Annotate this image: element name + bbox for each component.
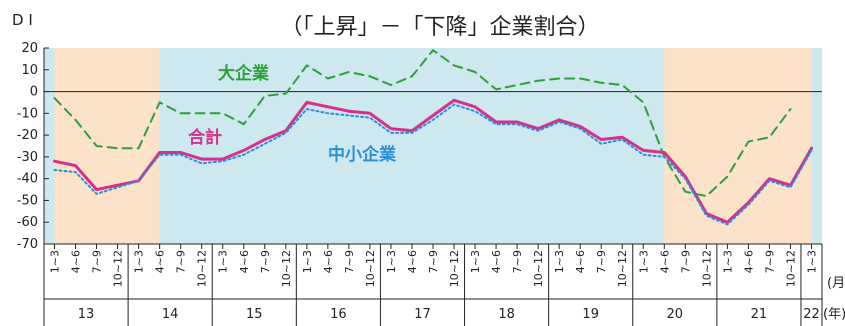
year-label: 19	[582, 307, 599, 322]
year-label: 15	[246, 307, 263, 322]
quarter-label: 4~6	[406, 250, 419, 273]
series-lines	[53, 49, 813, 226]
quarter-label: 10~12	[700, 250, 713, 287]
year-label: 14	[162, 307, 179, 322]
series-line	[53, 98, 813, 224]
y-tick-label: -40	[17, 172, 38, 187]
quarter-label: 4~6	[154, 250, 167, 273]
quarter-label: 10~12	[280, 250, 293, 287]
quarter-label: 10~12	[616, 250, 629, 287]
quarter-label: 7~9	[91, 250, 104, 273]
quarter-label: 1~3	[385, 250, 398, 273]
year-label: 18	[498, 307, 515, 322]
quarter-label: 7~9	[595, 250, 608, 273]
quarter-label: 7~9	[511, 250, 524, 273]
quarter-label: 4~6	[70, 250, 83, 273]
y-tick-label: -60	[17, 215, 38, 230]
quarter-label: 1~3	[553, 250, 566, 273]
y-tick-label: -70	[17, 237, 38, 252]
shaded-period	[54, 48, 160, 244]
year-label: 22	[803, 307, 820, 322]
year-label: 17	[414, 307, 431, 322]
quarter-label: 4~6	[238, 250, 251, 273]
y-axis: 20 10 0 -10 -20 -30 -40 -50 -60 -70	[17, 41, 49, 252]
quarter-label: 10~12	[112, 250, 125, 287]
quarter-label: 7~9	[343, 250, 356, 273]
quarter-label: 7~9	[175, 250, 188, 273]
quarter-label: 4~6	[574, 250, 587, 273]
quarter-label: 10~12	[448, 250, 461, 287]
series-label-large: 大企業	[218, 63, 269, 84]
quarter-label: 10~12	[784, 250, 797, 287]
series-label-sme: 中小企業	[328, 144, 396, 165]
quarter-label: 4~6	[490, 250, 503, 273]
chart-title: （「上昇」－「下降」企業割合）	[280, 15, 599, 40]
quarter-label: 4~6	[322, 250, 335, 273]
quarter-label: 4~6	[742, 250, 755, 273]
year-label: 13	[78, 307, 95, 322]
quarter-label: 1~3	[133, 250, 146, 273]
quarter-label: 1~3	[469, 250, 482, 273]
y-tick-label: 20	[21, 41, 38, 56]
x-axis: 1~3 4~6 7~9 10~12 1~3 4~6 7~9 10~12 1~3 4~6 7~9 10~…	[43, 243, 823, 326]
year-label: 21	[751, 307, 768, 322]
quarter-label: 4~6	[658, 250, 671, 273]
quarter-label: 7~9	[679, 250, 692, 273]
y-tick-label: -10	[17, 106, 38, 121]
quarter-label: 7~9	[427, 250, 440, 273]
year-label: 16	[330, 307, 347, 322]
quarter-label: 1~3	[805, 250, 818, 273]
y-tick-label: -30	[17, 150, 38, 165]
y-axis-label: D I	[12, 11, 33, 29]
quarter-label: 1~3	[217, 250, 230, 273]
quarter-label: 10~12	[364, 250, 377, 287]
quarter-label: 7~9	[763, 250, 776, 273]
quarter-label: 1~3	[637, 250, 650, 273]
shaded-periods	[54, 48, 812, 244]
y-tick-label: -20	[17, 128, 38, 143]
quarter-label: 10~12	[532, 250, 545, 287]
month-unit-label: (月)	[827, 276, 845, 291]
quarter-label: 1~3	[49, 250, 62, 273]
y-tick-label: 0	[30, 85, 38, 100]
year-unit-label: (年)	[823, 307, 845, 322]
quarter-label: 7~9	[259, 250, 272, 273]
quarter-label: 10~12	[196, 250, 209, 287]
series-label-total: 合計	[188, 127, 222, 148]
series-line	[53, 49, 792, 198]
quarter-label: 1~3	[721, 250, 734, 273]
quarter-label: 1~3	[301, 250, 314, 273]
year-label: 20	[667, 307, 684, 322]
series-line	[53, 103, 813, 226]
y-tick-label: 10	[21, 63, 38, 78]
y-tick-label: -50	[17, 193, 38, 208]
